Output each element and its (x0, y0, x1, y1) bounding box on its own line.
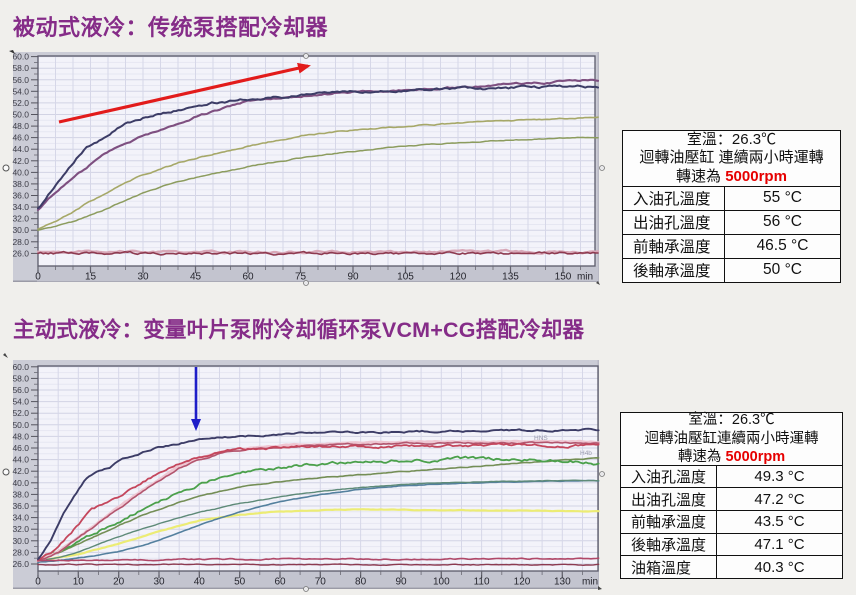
svg-text:100: 100 (433, 577, 450, 588)
svg-text:40.0: 40.0 (12, 167, 29, 177)
svg-text:60: 60 (242, 272, 254, 283)
svg-text:54.0: 54.0 (12, 397, 29, 407)
svg-text:30.0: 30.0 (12, 225, 29, 235)
svg-text:52.0: 52.0 (12, 98, 29, 108)
svg-text:70: 70 (315, 577, 327, 588)
svg-text:46.0: 46.0 (12, 443, 29, 453)
svg-text:26.0: 26.0 (12, 559, 29, 569)
svg-text:75: 75 (295, 272, 307, 283)
svg-text:15: 15 (85, 272, 97, 283)
svg-text:110: 110 (474, 577, 490, 588)
svg-text:36.0: 36.0 (12, 191, 29, 201)
svg-text:60: 60 (274, 577, 286, 588)
svg-text:48.0: 48.0 (12, 431, 29, 441)
svg-text:30: 30 (153, 577, 165, 588)
svg-text:50: 50 (234, 577, 246, 588)
svg-text:105: 105 (397, 272, 414, 283)
svg-text:38.0: 38.0 (12, 489, 29, 499)
svg-text:54.0: 54.0 (12, 86, 29, 96)
svg-text:30.0: 30.0 (12, 536, 29, 546)
svg-text:80: 80 (355, 577, 367, 588)
svg-text:28.0: 28.0 (12, 237, 29, 247)
svg-text:56.0: 56.0 (12, 385, 29, 395)
svg-text:56.0: 56.0 (12, 75, 29, 85)
svg-text:60.0: 60.0 (12, 52, 29, 62)
svg-text:0: 0 (35, 272, 41, 283)
svg-text:42.0: 42.0 (12, 156, 29, 166)
svg-text:0: 0 (35, 577, 41, 588)
svg-text:38.0: 38.0 (12, 179, 29, 189)
svg-text:58.0: 58.0 (12, 63, 29, 73)
svg-text:150: 150 (555, 272, 572, 283)
svg-text:32.0: 32.0 (12, 214, 29, 224)
svg-text:58.0: 58.0 (12, 373, 29, 383)
svg-text:34.0: 34.0 (12, 202, 29, 212)
svg-text:28.0: 28.0 (12, 547, 29, 557)
svg-text:32.0: 32.0 (12, 524, 29, 534)
svg-text:min: min (577, 272, 593, 283)
svg-text:90: 90 (395, 577, 407, 588)
svg-text:46.0: 46.0 (12, 133, 29, 143)
svg-text:26.0: 26.0 (12, 248, 29, 258)
svg-text:40.0: 40.0 (12, 478, 29, 488)
svg-text:min: min (582, 577, 598, 588)
svg-text:90: 90 (347, 272, 359, 283)
svg-text:42.0: 42.0 (12, 466, 29, 476)
svg-text:120: 120 (514, 577, 531, 588)
svg-text:48.0: 48.0 (12, 121, 29, 131)
svg-text:60.0: 60.0 (12, 362, 29, 372)
svg-text:50.0: 50.0 (12, 110, 29, 120)
svg-text:52.0: 52.0 (12, 408, 29, 418)
svg-text:36.0: 36.0 (12, 501, 29, 511)
svg-text:34.0: 34.0 (12, 513, 29, 523)
svg-text:44.0: 44.0 (12, 144, 29, 154)
svg-text:45: 45 (190, 272, 202, 283)
svg-text:40: 40 (194, 577, 206, 588)
svg-text:20: 20 (113, 577, 125, 588)
svg-text:HNS: HNS (534, 435, 548, 442)
svg-text:30: 30 (137, 272, 149, 283)
svg-text:120: 120 (450, 272, 467, 283)
svg-text:10: 10 (73, 577, 85, 588)
svg-text:50.0: 50.0 (12, 420, 29, 430)
svg-text:135: 135 (502, 272, 519, 283)
svg-text:44.0: 44.0 (12, 455, 29, 465)
svg-text:H4b: H4b (580, 450, 592, 457)
svg-text:130: 130 (554, 577, 571, 588)
